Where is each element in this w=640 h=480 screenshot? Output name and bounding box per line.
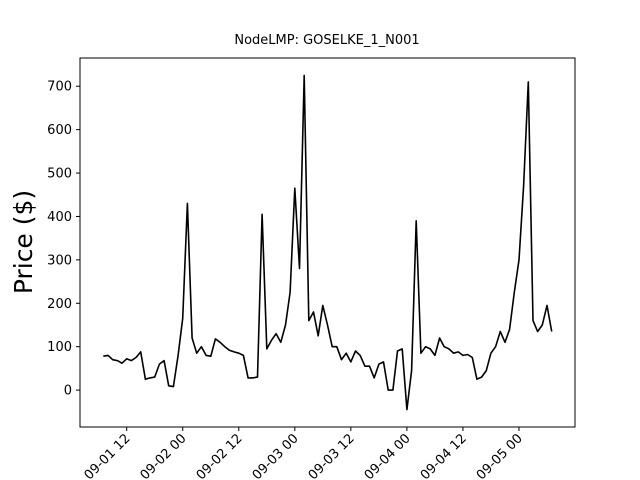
- x-tick-label: 09-03 00: [250, 431, 302, 480]
- y-tick-label: 100: [47, 340, 72, 355]
- x-tick-label: 09-05 00: [474, 431, 526, 480]
- price-line: [103, 74, 553, 411]
- x-tick-label: 09-04 00: [362, 431, 414, 480]
- x-tick-label: 09-02 12: [194, 431, 246, 480]
- plot-frame: [79, 57, 576, 428]
- x-tick-label: 09-03 12: [306, 431, 358, 480]
- y-tick-label: 600: [47, 123, 72, 138]
- y-tick-label: 300: [47, 253, 72, 268]
- y-tick-label: 500: [47, 167, 72, 182]
- x-tick-label: 09-01 12: [82, 431, 134, 480]
- y-tick-label: 400: [47, 210, 72, 225]
- y-axis-label: Price ($): [9, 190, 38, 294]
- y-tick-label: 0: [64, 384, 72, 399]
- y-tick-label: 200: [47, 297, 72, 312]
- x-tick-label: 09-02 00: [138, 431, 190, 480]
- x-tick-label: 09-04 12: [418, 431, 470, 480]
- y-tick-label: 700: [47, 80, 72, 95]
- chart-title: NodeLMP: GOSELKE_1_N001: [234, 33, 419, 48]
